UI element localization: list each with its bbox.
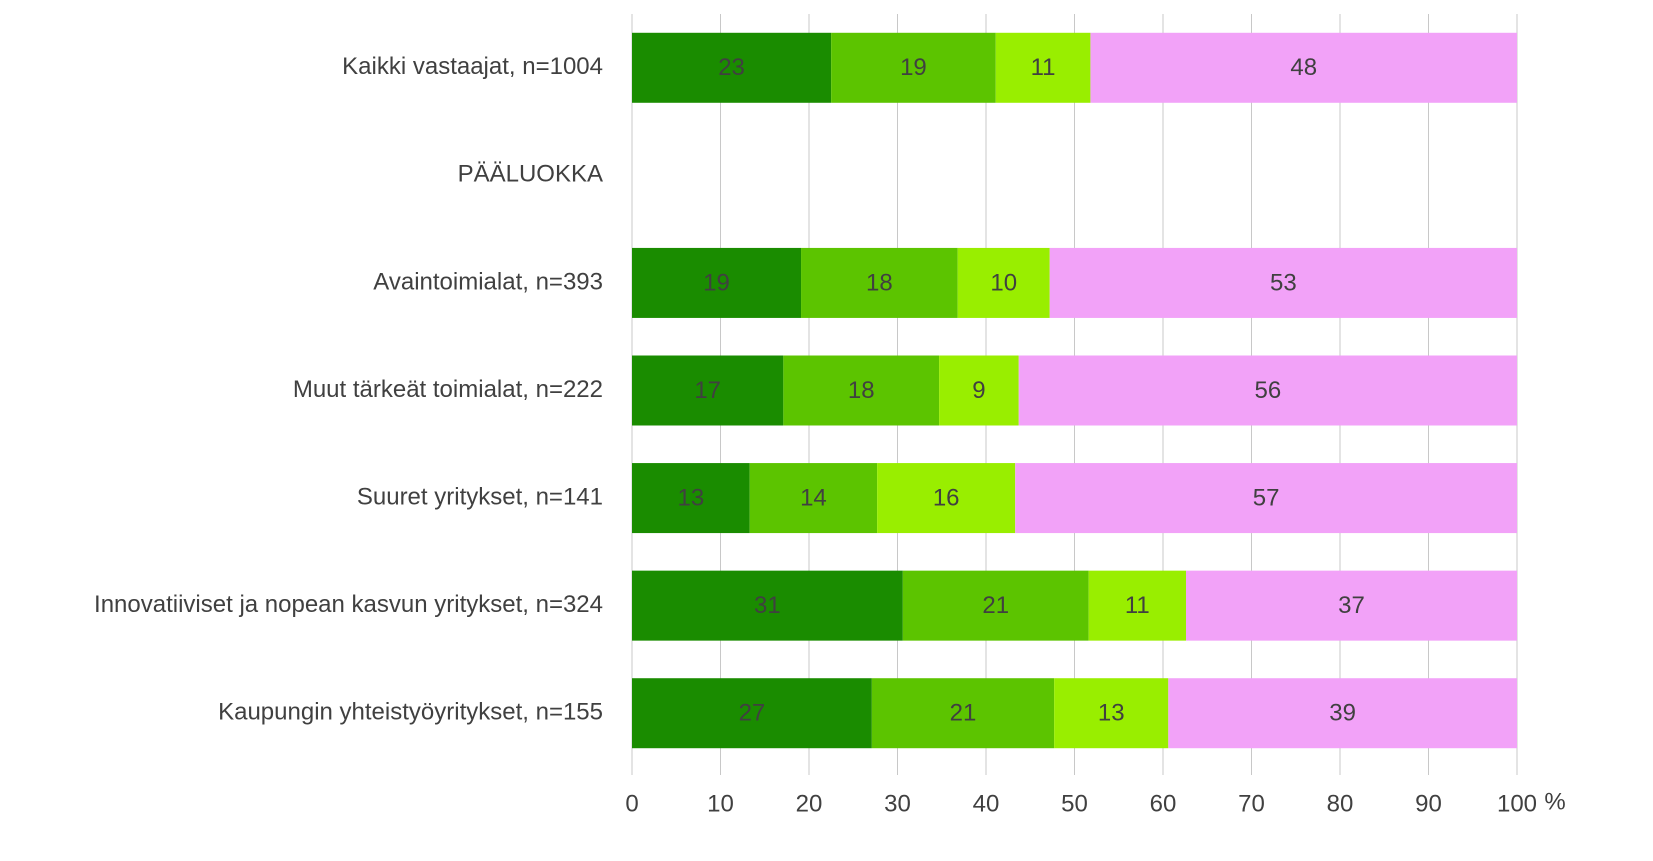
y-tick-label: PÄÄLUOKKA — [458, 161, 603, 188]
data-label: 19 — [900, 54, 927, 81]
data-label: 21 — [982, 592, 1009, 619]
bar-segment — [831, 32, 996, 103]
bar-segment — [1168, 678, 1517, 749]
bar-segment — [1088, 570, 1187, 641]
bar-segment — [1015, 463, 1517, 534]
data-label: 9 — [972, 377, 985, 404]
bar-segment — [632, 463, 750, 534]
y-tick-label: Kaikki vastaajat, n=1004 — [342, 53, 603, 80]
data-label: 16 — [933, 484, 960, 511]
bar-segment — [1054, 678, 1169, 749]
data-label: 19 — [703, 269, 730, 296]
bar-segment — [902, 570, 1089, 641]
data-label: 27 — [739, 700, 766, 727]
data-label: 53 — [1270, 269, 1297, 296]
bar-segment — [632, 247, 802, 318]
y-tick-label: Suuret yritykset, n=141 — [357, 483, 603, 510]
y-tick-label: Muut tärkeät toimialat, n=222 — [293, 376, 603, 403]
x-tick-label: 0 — [625, 790, 638, 817]
bar-segment — [1090, 32, 1517, 103]
x-tick-label: 50 — [1061, 790, 1088, 817]
bar-segment — [1049, 247, 1517, 318]
bar-segment — [1186, 570, 1517, 641]
data-label: 18 — [848, 377, 875, 404]
data-label: 37 — [1338, 592, 1365, 619]
x-tick-label: 100 — [1497, 790, 1537, 817]
data-label: 21 — [950, 700, 977, 727]
data-label: 17 — [694, 377, 721, 404]
bar-segment — [632, 570, 903, 641]
x-tick-label: 90 — [1415, 790, 1442, 817]
data-label: 13 — [678, 484, 705, 511]
x-axis-unit: % — [1544, 788, 1565, 815]
y-tick-label: Avaintoimialat, n=393 — [373, 268, 603, 295]
x-tick-label: 20 — [796, 790, 823, 817]
bar-segment — [957, 247, 1050, 318]
data-label: 48 — [1290, 54, 1317, 81]
bar-segment — [995, 32, 1091, 103]
data-label: 14 — [800, 484, 827, 511]
y-tick-label: Innovatiiviset ja nopean kasvun yritykse… — [94, 591, 603, 618]
bar-segment — [749, 463, 878, 534]
data-label: 11 — [1125, 592, 1150, 619]
bar-segment — [877, 463, 1016, 534]
data-label: 23 — [718, 54, 745, 81]
data-label: 10 — [990, 269, 1017, 296]
data-label: 18 — [866, 269, 893, 296]
data-label: 56 — [1255, 377, 1282, 404]
bar-segment — [632, 355, 784, 426]
data-label: 39 — [1329, 700, 1356, 727]
data-label: 11 — [1031, 54, 1056, 81]
bar-segment — [632, 678, 872, 749]
y-tick-label: Kaupungin yhteistyöyritykset, n=155 — [218, 699, 603, 726]
bar-segment — [801, 247, 958, 318]
bar-segment — [632, 32, 832, 103]
x-tick-label: 70 — [1238, 790, 1265, 817]
bar-segment — [783, 355, 940, 426]
bar-segment — [1018, 355, 1517, 426]
x-tick-label: 60 — [1150, 790, 1177, 817]
bar-segment — [871, 678, 1055, 749]
data-label: 57 — [1253, 484, 1280, 511]
x-tick-label: 10 — [707, 790, 734, 817]
bar-segment — [939, 355, 1019, 426]
x-tick-label: 40 — [973, 790, 1000, 817]
data-label: 31 — [754, 592, 781, 619]
x-tick-label: 80 — [1327, 790, 1354, 817]
data-label: 13 — [1098, 700, 1125, 727]
x-tick-label: 30 — [884, 790, 911, 817]
